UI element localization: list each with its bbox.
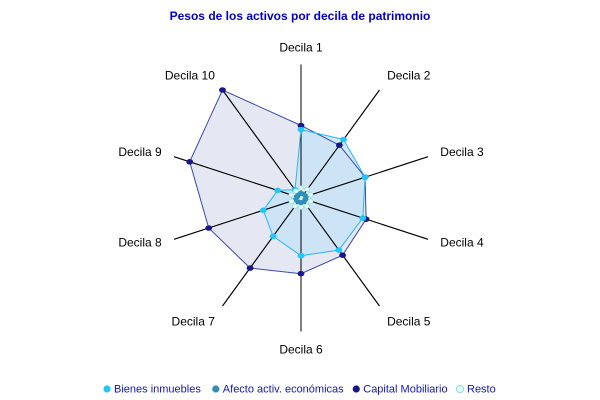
svg-text:Bienes inmuebles: Bienes inmuebles: [114, 384, 201, 396]
svg-text:Decila 4: Decila 4: [440, 235, 484, 249]
svg-text:Afecto activ. económicas: Afecto activ. económicas: [223, 384, 344, 396]
svg-text:Decila 5: Decila 5: [387, 314, 431, 328]
svg-text:Resto: Resto: [467, 384, 496, 396]
svg-text:Decila 2: Decila 2: [387, 69, 431, 83]
svg-text:Capital Mobiliario: Capital Mobiliario: [363, 384, 447, 396]
svg-text:Decila 10: Decila 10: [165, 69, 215, 83]
svg-text:Decila 1: Decila 1: [279, 41, 323, 55]
svg-text:Decila 3: Decila 3: [440, 145, 484, 159]
svg-text:Decila 9: Decila 9: [118, 145, 162, 159]
svg-text:Decila 7: Decila 7: [172, 314, 216, 328]
svg-text:Decila 6: Decila 6: [279, 342, 323, 356]
svg-text:Decila 8: Decila 8: [118, 235, 162, 249]
